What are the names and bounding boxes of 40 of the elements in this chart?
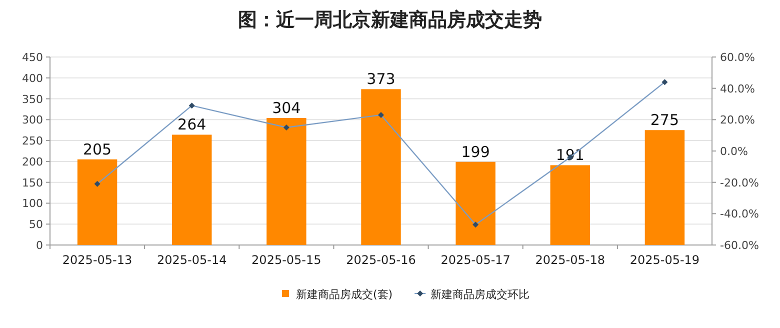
bar [550, 165, 590, 245]
data-label: 199 [461, 142, 490, 161]
y-tick-label: 250 [22, 134, 43, 148]
data-label: 275 [650, 111, 680, 130]
y-tick-label: 0 [36, 239, 43, 252]
y-tick-label: 150 [22, 176, 43, 190]
x-tick-label: 2025-05-14 [156, 253, 227, 267]
y-tick-label: 350 [22, 92, 43, 106]
y-tick-label: 300 [22, 114, 43, 127]
bar [172, 134, 212, 245]
data-label: 264 [178, 116, 206, 134]
x-tick-label: 2025-05-15 [252, 253, 322, 267]
legend-label: 新建商品房成交(套) [296, 288, 393, 301]
bar [644, 130, 685, 245]
x-tick-label: 2025-05-18 [535, 253, 606, 267]
legend-label: 新建商品房成交环比 [430, 288, 530, 301]
y-tick-label: 100 [22, 197, 43, 210]
y-tick-label: 200 [22, 155, 43, 168]
title: 图：近一周北京新建商品房成交走势 [238, 9, 542, 31]
y2-tick-label: -40.0% [720, 208, 759, 221]
y2-tick-label: -60.0% [720, 239, 759, 252]
y-tick-label: 450 [22, 51, 43, 64]
bar [456, 162, 496, 245]
bar [361, 89, 401, 245]
x-tick-label: 2025-05-16 [346, 253, 416, 267]
data-label: 205 [82, 140, 112, 158]
y2-tick-label: 60.0% [720, 51, 755, 64]
y-tick-label: 400 [22, 72, 43, 85]
bar [266, 118, 306, 245]
y2-tick-label: 0.0% [720, 145, 748, 158]
y2-tick-label: 40.0% [720, 82, 755, 96]
data-label: 304 [272, 98, 301, 117]
x-tick-label: 2025-05-17 [440, 253, 510, 267]
y2-tick-label: -20.0% [720, 176, 759, 190]
x-tick-label: 2025-05-19 [630, 253, 700, 267]
x-tick-label: 2025-05-13 [62, 253, 132, 267]
data-label: 373 [366, 70, 396, 88]
y-tick-label: 50 [29, 218, 43, 232]
bar [77, 159, 118, 245]
y2-tick-label: 20.0% [720, 114, 755, 127]
